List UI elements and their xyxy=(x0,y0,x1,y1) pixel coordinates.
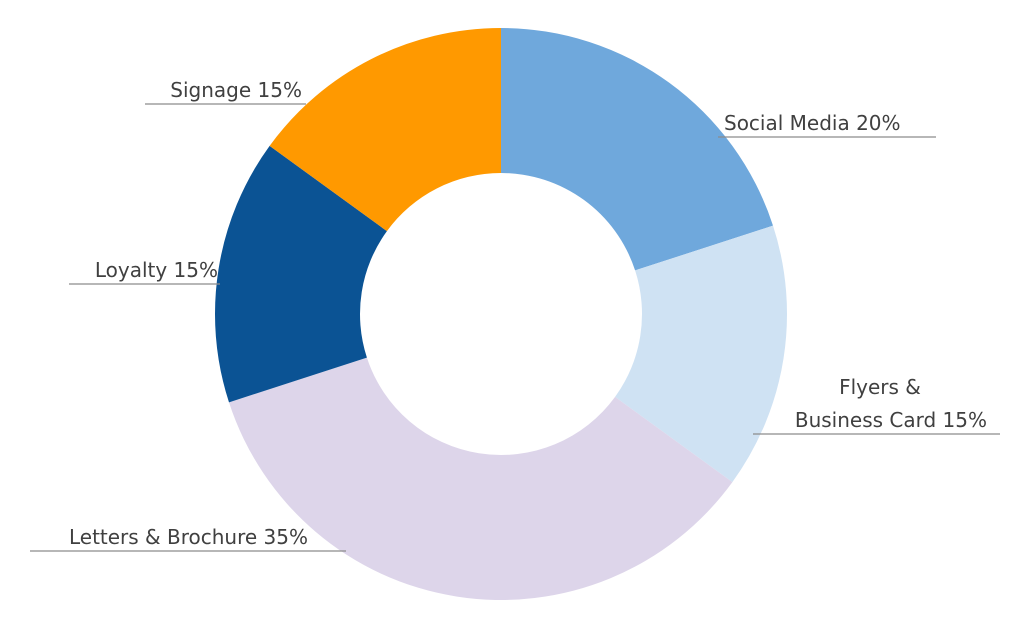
slice-social-media xyxy=(501,28,774,271)
slice-signage xyxy=(269,28,501,232)
slice-label: Social Media 20% xyxy=(724,111,901,135)
slice-label: Signage 15% xyxy=(170,78,302,102)
slice-flyers-business-card xyxy=(615,225,787,483)
slices-group xyxy=(215,28,787,600)
slice-label: Business Card 15% xyxy=(795,408,987,432)
slice-label: Flyers & xyxy=(839,375,921,399)
slice-label: Loyalty 15% xyxy=(95,258,218,282)
labels-group: Social Media 20% Flyers & Business Card 15… xyxy=(69,78,987,549)
slice-label: Letters & Brochure 35% xyxy=(69,525,308,549)
slice-loyalty xyxy=(215,145,387,403)
leader-lines-group xyxy=(30,103,1000,552)
slice-letters-brochure xyxy=(228,357,733,600)
